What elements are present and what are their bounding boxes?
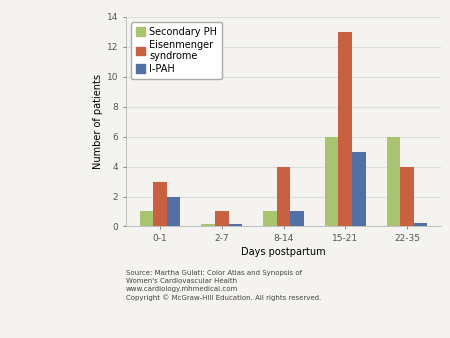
Bar bbox=[153, 182, 167, 226]
Y-axis label: Number of patients: Number of patients bbox=[93, 74, 103, 169]
Legend: Secondary PH, Eisenmenger
syndrome, I-PAH: Secondary PH, Eisenmenger syndrome, I-PA… bbox=[131, 22, 222, 79]
Bar bbox=[338, 32, 352, 226]
Bar bbox=[263, 212, 277, 226]
X-axis label: Days postpartum: Days postpartum bbox=[241, 247, 326, 257]
Bar bbox=[400, 167, 414, 226]
Bar bbox=[414, 223, 427, 226]
Bar bbox=[229, 224, 242, 226]
Bar bbox=[201, 224, 215, 226]
Bar bbox=[387, 137, 400, 226]
Bar bbox=[140, 212, 153, 226]
Bar bbox=[325, 137, 338, 226]
Bar bbox=[277, 167, 290, 226]
Text: Source: Martha Gulati: Color Atlas and Synopsis of
Women's Cardiovascular Health: Source: Martha Gulati: Color Atlas and S… bbox=[126, 270, 321, 301]
Bar bbox=[352, 152, 366, 226]
Bar bbox=[167, 196, 180, 226]
Bar bbox=[290, 212, 304, 226]
Bar bbox=[215, 212, 229, 226]
